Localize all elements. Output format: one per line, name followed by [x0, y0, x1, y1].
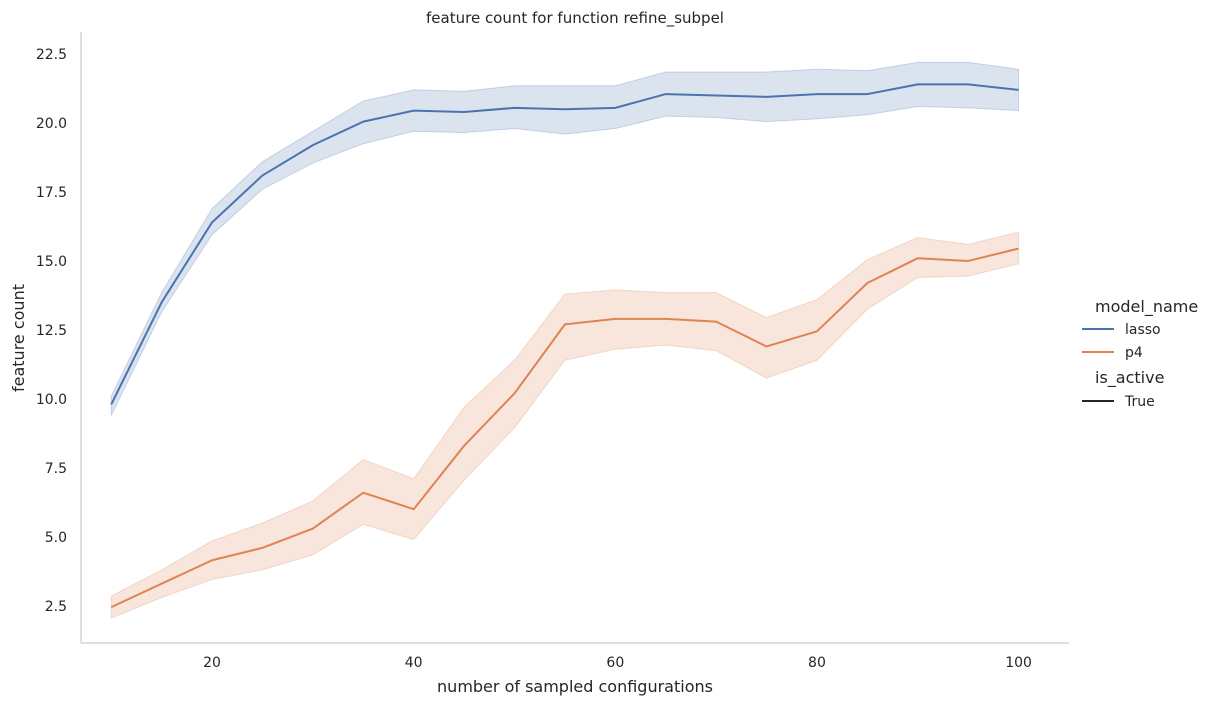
x-axis-label: number of sampled configurations	[437, 677, 713, 696]
legend-label-lasso: lasso	[1125, 322, 1161, 338]
x-tick-label: 100	[1005, 655, 1032, 671]
axes	[80, 32, 1069, 644]
y-axis-label: feature count	[9, 284, 28, 392]
y-tick-label: 20.0	[36, 116, 67, 132]
y-tick-label: 7.5	[45, 461, 67, 477]
series-line-p4	[110, 247, 1019, 609]
x-tick-label: 60	[606, 655, 624, 671]
chart-title: feature count for function refine_subpel	[426, 9, 724, 28]
x-ticks: 20 40 60 80 100	[203, 655, 1032, 671]
series-line-lasso	[110, 83, 1019, 405]
legend-label-p4: p4	[1125, 345, 1143, 361]
legend-label-style: True	[1124, 394, 1155, 410]
legend-style-entries: True	[1082, 394, 1155, 410]
y-tick-label: 5.0	[45, 530, 67, 546]
legend-style-title: is_active	[1095, 368, 1164, 388]
y-tick-label: 10.0	[36, 392, 67, 408]
confidence-band-lasso	[110, 61, 1020, 416]
confidence-band-p4	[110, 231, 1020, 619]
legend-hue-title: model_name	[1095, 297, 1198, 317]
x-tick-label: 40	[405, 655, 423, 671]
y-tick-label: 12.5	[36, 323, 67, 339]
confidence-bands	[110, 61, 1020, 619]
x-tick-label: 20	[203, 655, 221, 671]
x-tick-label: 80	[808, 655, 826, 671]
legend-hue-entries: lasso p4	[1082, 322, 1161, 361]
y-ticks: 2.5 5.0 7.5 10.0 12.5 15.0 17.5 20.0 22.5	[36, 47, 67, 615]
y-tick-label: 22.5	[36, 47, 67, 63]
y-tick-label: 2.5	[45, 599, 67, 615]
y-tick-label: 15.0	[36, 254, 67, 270]
y-tick-label: 17.5	[36, 185, 67, 201]
series-lines	[110, 83, 1019, 609]
legend: model_name lasso p4 is_active True	[1082, 297, 1198, 410]
